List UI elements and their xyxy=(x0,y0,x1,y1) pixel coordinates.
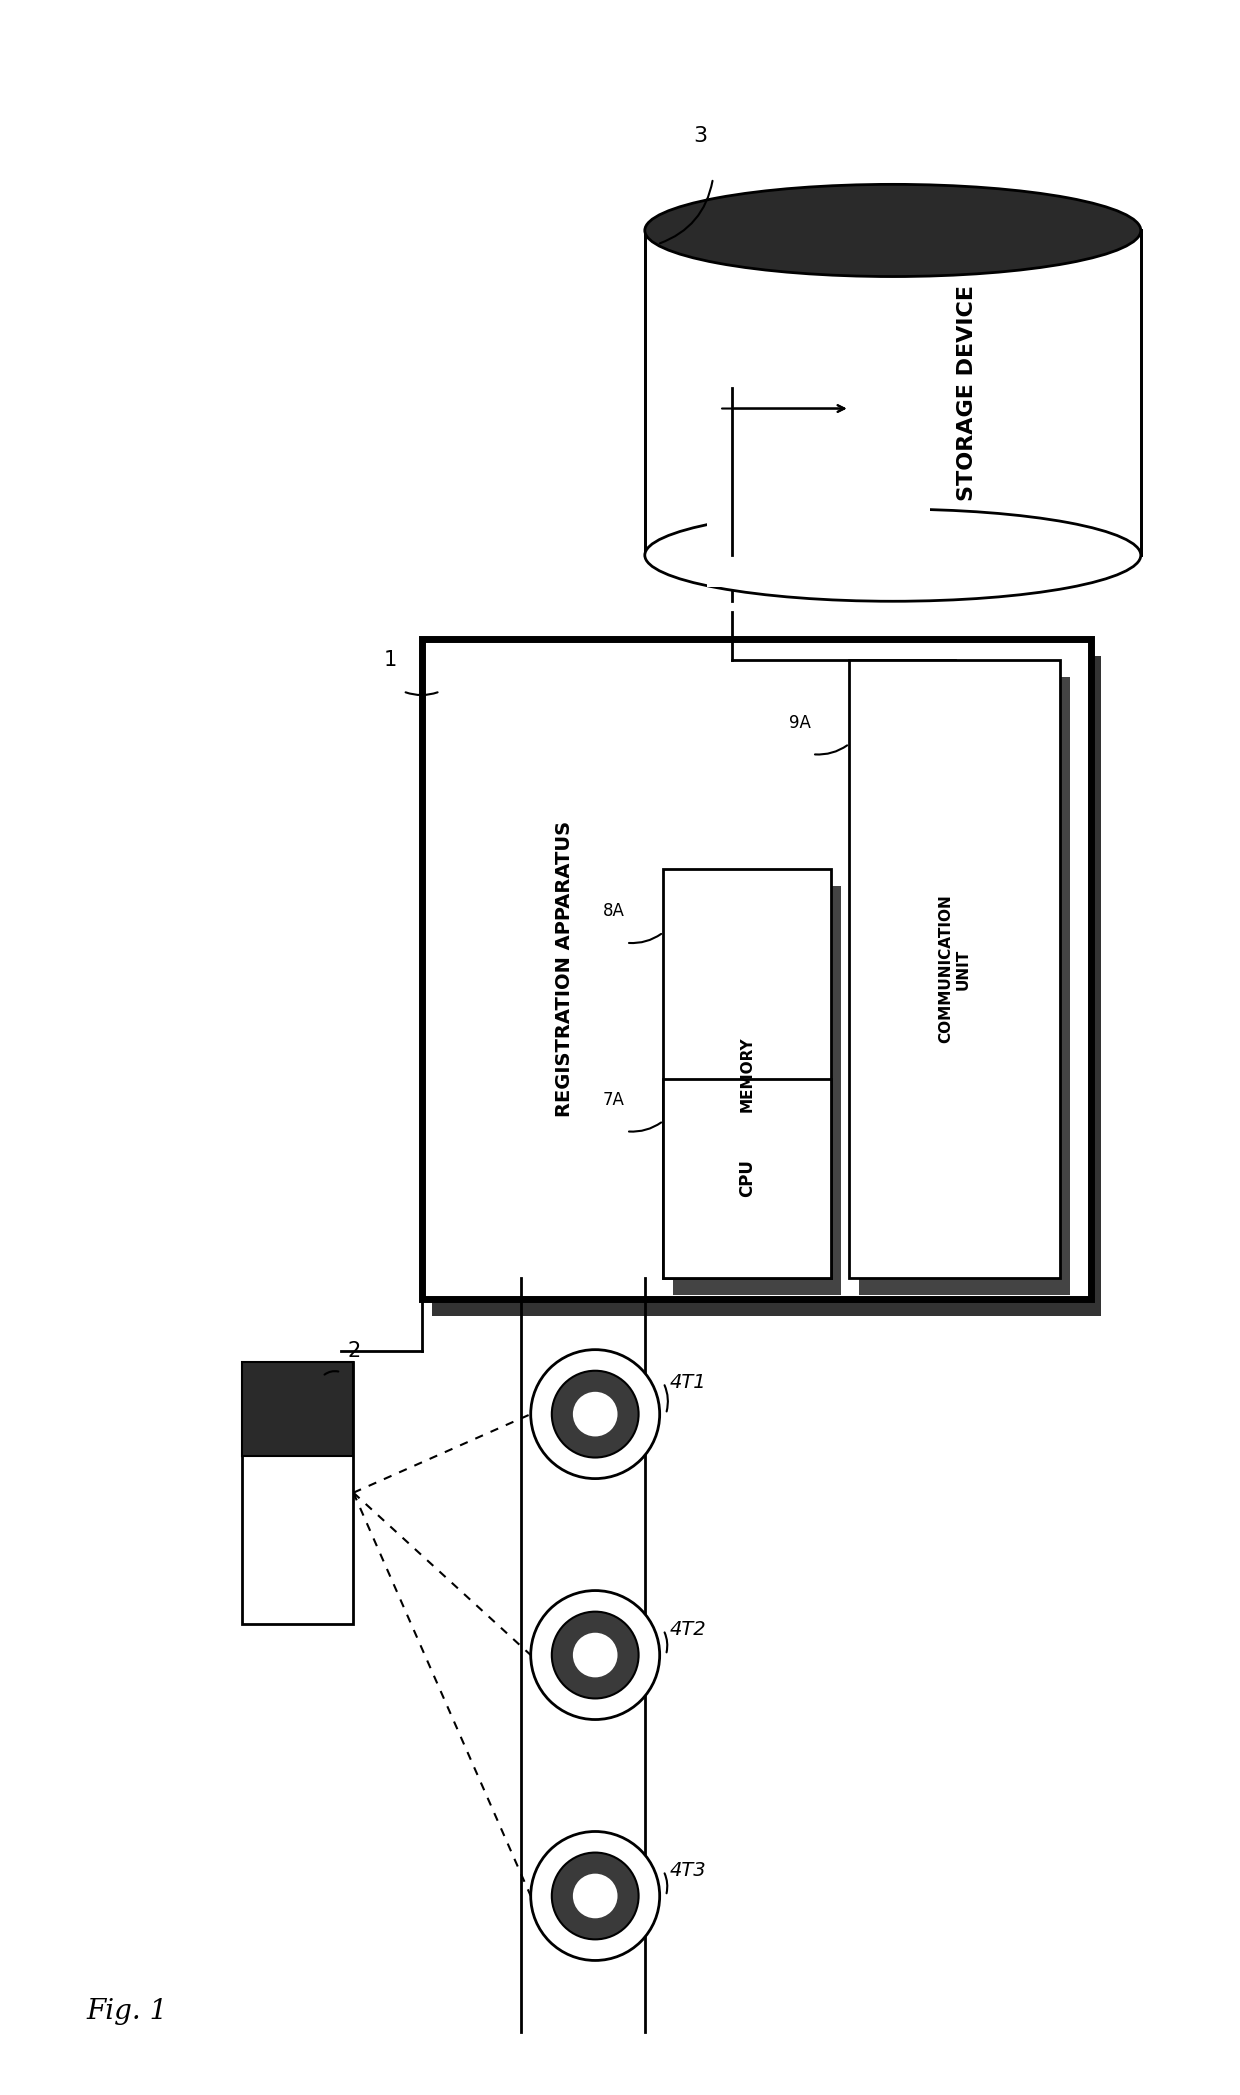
Text: 4T1: 4T1 xyxy=(670,1372,707,1393)
Ellipse shape xyxy=(552,1370,639,1458)
Bar xyxy=(673,1096,841,1295)
Text: 9A: 9A xyxy=(789,714,811,731)
Bar xyxy=(422,639,1091,1299)
Bar xyxy=(673,886,841,1295)
Ellipse shape xyxy=(573,1873,618,1919)
Bar xyxy=(663,1079,831,1278)
Bar xyxy=(849,660,1060,1278)
Text: 3: 3 xyxy=(693,126,708,147)
Bar xyxy=(663,869,831,1278)
Text: STORAGE DEVICE: STORAGE DEVICE xyxy=(957,285,977,501)
Ellipse shape xyxy=(531,1831,660,1961)
Ellipse shape xyxy=(531,1349,660,1479)
Bar xyxy=(707,335,930,587)
Ellipse shape xyxy=(645,184,1141,277)
Text: 4T2: 4T2 xyxy=(670,1619,707,1640)
Text: REGISTRATION APPARATUS: REGISTRATION APPARATUS xyxy=(554,821,574,1117)
Bar xyxy=(432,656,1101,1316)
Bar xyxy=(242,1362,353,1456)
Text: MEMORY: MEMORY xyxy=(739,1035,755,1112)
Text: Fig. 1: Fig. 1 xyxy=(87,1999,169,2024)
Text: COMMUNICATION
UNIT: COMMUNICATION UNIT xyxy=(939,895,971,1043)
Ellipse shape xyxy=(573,1632,618,1678)
Bar xyxy=(242,1362,353,1624)
Bar xyxy=(859,677,1070,1295)
Ellipse shape xyxy=(552,1611,639,1699)
Text: CPU: CPU xyxy=(738,1159,756,1198)
Text: 7A: 7A xyxy=(603,1091,625,1108)
Text: 4T3: 4T3 xyxy=(670,1860,707,1881)
Ellipse shape xyxy=(573,1391,618,1437)
Text: 1: 1 xyxy=(384,649,397,670)
Text: 8A: 8A xyxy=(603,903,625,920)
Text: 2: 2 xyxy=(347,1341,361,1362)
Ellipse shape xyxy=(645,509,1141,601)
Bar xyxy=(645,230,1141,555)
Ellipse shape xyxy=(531,1590,660,1720)
Ellipse shape xyxy=(552,1852,639,1940)
